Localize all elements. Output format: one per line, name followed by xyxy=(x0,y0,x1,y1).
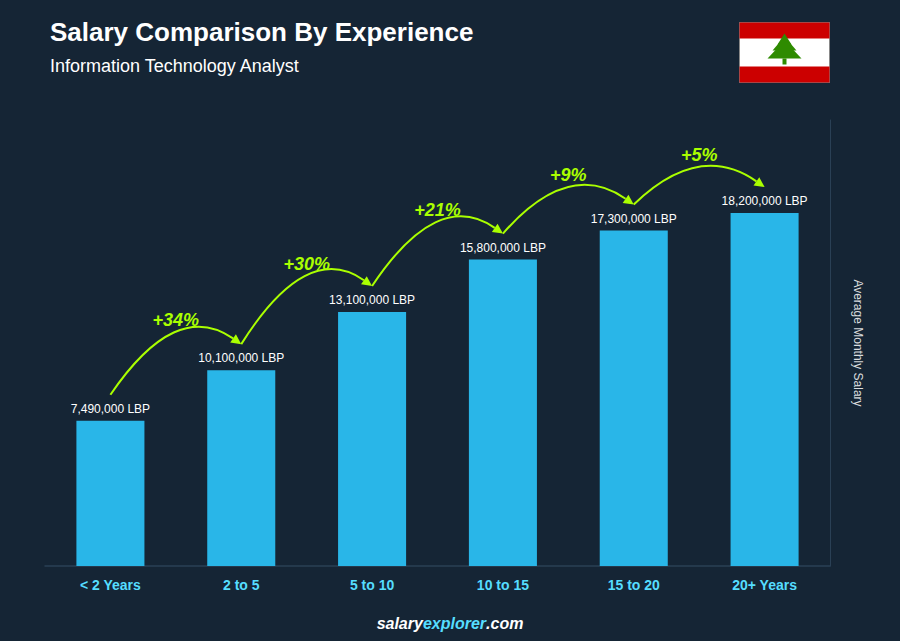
svg-text:+21%: +21% xyxy=(414,200,461,220)
svg-text:18,200,000 LBP: 18,200,000 LBP xyxy=(722,194,808,208)
svg-text:5 to 10: 5 to 10 xyxy=(350,577,395,593)
svg-text:10 to 15: 10 to 15 xyxy=(477,577,529,593)
svg-text:17,300,000 LBP: 17,300,000 LBP xyxy=(591,212,677,226)
svg-text:salary: salary xyxy=(377,615,424,632)
svg-text:< 2 Years: < 2 Years xyxy=(80,577,141,593)
svg-text:Average Monthly Salary: Average Monthly Salary xyxy=(851,279,865,406)
svg-text:+34%: +34% xyxy=(153,310,200,330)
svg-text:15,800,000 LBP: 15,800,000 LBP xyxy=(460,241,546,255)
svg-text:+30%: +30% xyxy=(283,254,330,274)
svg-text:15 to 20: 15 to 20 xyxy=(608,577,660,593)
svg-text:2 to 5: 2 to 5 xyxy=(223,577,260,593)
svg-text:+5%: +5% xyxy=(681,145,718,165)
svg-text:explorer: explorer xyxy=(423,615,487,632)
svg-text:7,490,000 LBP: 7,490,000 LBP xyxy=(71,402,150,416)
svg-text:.com: .com xyxy=(486,615,523,632)
svg-text:Information Technology Analyst: Information Technology Analyst xyxy=(50,56,299,76)
svg-text:+9%: +9% xyxy=(550,165,587,185)
svg-text:10,100,000 LBP: 10,100,000 LBP xyxy=(198,351,284,365)
svg-text:Salary Comparison By Experienc: Salary Comparison By Experience xyxy=(50,17,473,47)
svg-text:20+ Years: 20+ Years xyxy=(732,577,797,593)
svg-text:13,100,000 LBP: 13,100,000 LBP xyxy=(329,293,415,307)
